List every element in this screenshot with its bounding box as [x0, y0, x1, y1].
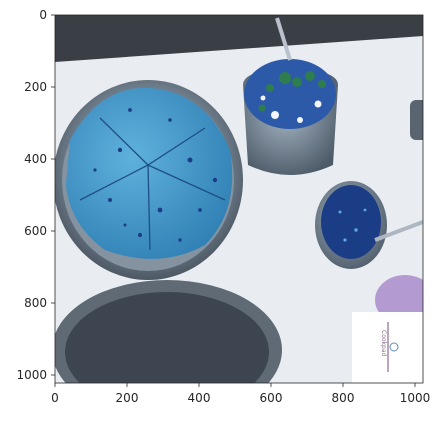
roti-cuts — [79, 117, 226, 251]
background-band — [55, 15, 423, 62]
x-tick-label: 400 — [188, 391, 211, 405]
glass — [410, 100, 423, 140]
roti-stack — [66, 87, 233, 259]
x-tick-label: 1000 — [400, 391, 431, 405]
second-plate-center — [65, 292, 269, 383]
x-tick-label: 600 — [260, 391, 283, 405]
y-tick-label: 1000 — [16, 368, 47, 382]
bowl-spoon — [275, 17, 292, 61]
watermark-text: Cookpad — [380, 330, 387, 356]
x-tick-label: 200 — [116, 391, 139, 405]
watermark-logo — [389, 342, 399, 352]
x-tick-label: 800 — [332, 391, 355, 405]
y-tick-label: 800 — [24, 296, 47, 310]
x-tick-label: 0 — [51, 391, 59, 405]
photo: Cookpad — [55, 15, 423, 383]
curry-top — [244, 59, 336, 129]
y-tick-label: 0 — [39, 8, 47, 22]
roti-spots — [93, 108, 218, 242]
y-tick-label: 600 — [24, 224, 47, 238]
chutney-spoon — [374, 220, 423, 242]
curry-highlights — [260, 95, 322, 123]
y-axis — [51, 14, 55, 376]
y-tick-label: 400 — [24, 152, 47, 166]
x-axis — [54, 383, 416, 387]
axes-frame — [54, 14, 424, 384]
chutney — [321, 185, 381, 259]
chutney-sparkles — [338, 208, 367, 242]
y-tick-label: 200 — [24, 80, 47, 94]
coriander-garnish — [258, 71, 326, 112]
